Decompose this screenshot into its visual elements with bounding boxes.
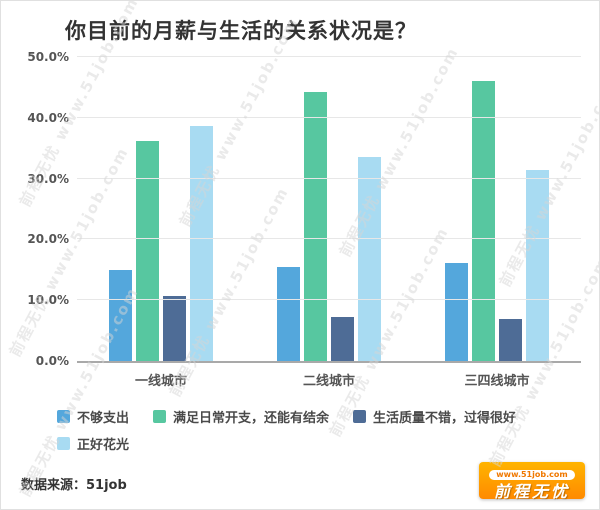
x-axis-label: 二线城市 (302, 374, 355, 389)
legend-swatch (353, 410, 367, 423)
legend: 不够支出 满足日常开支，还能有结余 生活质量不错，过得很好正好花光 (57, 407, 557, 453)
chart-title: 你目前的月薪与生活的关系状况是？ (65, 19, 417, 43)
bar (304, 92, 327, 361)
bar (526, 170, 549, 361)
logo-brand-text: 前程无忧 (493, 482, 570, 501)
x-axis-labels: 一线城市 二线城市 三四线城市 (77, 370, 581, 389)
gridline (77, 56, 581, 57)
legend-label: 不够支出 (77, 411, 130, 426)
bar-chart: 0.0% 10.0% 20.0% 30.0% 40.0% 50.0% 一线城市 二线城市 三四… (27, 51, 581, 389)
bar (499, 319, 522, 361)
logo-51job: www.51job.com 前程无忧 (479, 462, 585, 501)
bar (472, 80, 495, 361)
legend-item: 满足日常开支，还能有结余 (153, 407, 329, 426)
logo-url-text: www.51job.com (489, 470, 575, 480)
legend-item: 生活质量不错，过得很好 (353, 407, 516, 426)
gridline (77, 177, 581, 179)
gridline (77, 116, 581, 118)
bar (445, 263, 468, 361)
bar (277, 267, 300, 361)
legend-label: 满足日常开支，还能有结余 (173, 411, 330, 426)
legend-swatch (153, 410, 167, 423)
bar (331, 316, 354, 361)
y-tick-label: 30.0% (27, 171, 69, 186)
legend-swatch (57, 410, 70, 423)
y-tick-label: 0.0% (35, 354, 69, 368)
bar (190, 126, 213, 361)
bar (109, 269, 132, 361)
columns (77, 57, 581, 361)
bar (136, 140, 159, 361)
bar (163, 295, 186, 361)
plot-area: 0.0% 10.0% 20.0% 30.0% 40.0% 50.0% (27, 51, 581, 367)
legend-label: 正好花光 (77, 438, 130, 453)
legend-label: 生活质量不错，过得很好 (373, 411, 517, 426)
gridline (77, 299, 581, 301)
bar (358, 156, 381, 361)
y-tick-label: 40.0% (27, 110, 69, 125)
category-group (413, 57, 581, 361)
gridline (77, 238, 581, 240)
category-group (77, 57, 245, 361)
y-tick-label: 10.0% (27, 293, 69, 308)
data-source-text: 数据来源：51job (21, 478, 127, 493)
legend-swatch (57, 437, 70, 450)
y-tick-label: 50.0% (27, 50, 69, 64)
x-axis-label: 三四线城市 (464, 374, 530, 389)
y-tick-label: 20.0% (27, 232, 69, 247)
category-group (245, 57, 413, 361)
legend-item: 正好花光 (57, 434, 129, 453)
legend-item: 不够支出 (57, 407, 129, 426)
x-axis-label: 一线城市 (134, 374, 187, 389)
